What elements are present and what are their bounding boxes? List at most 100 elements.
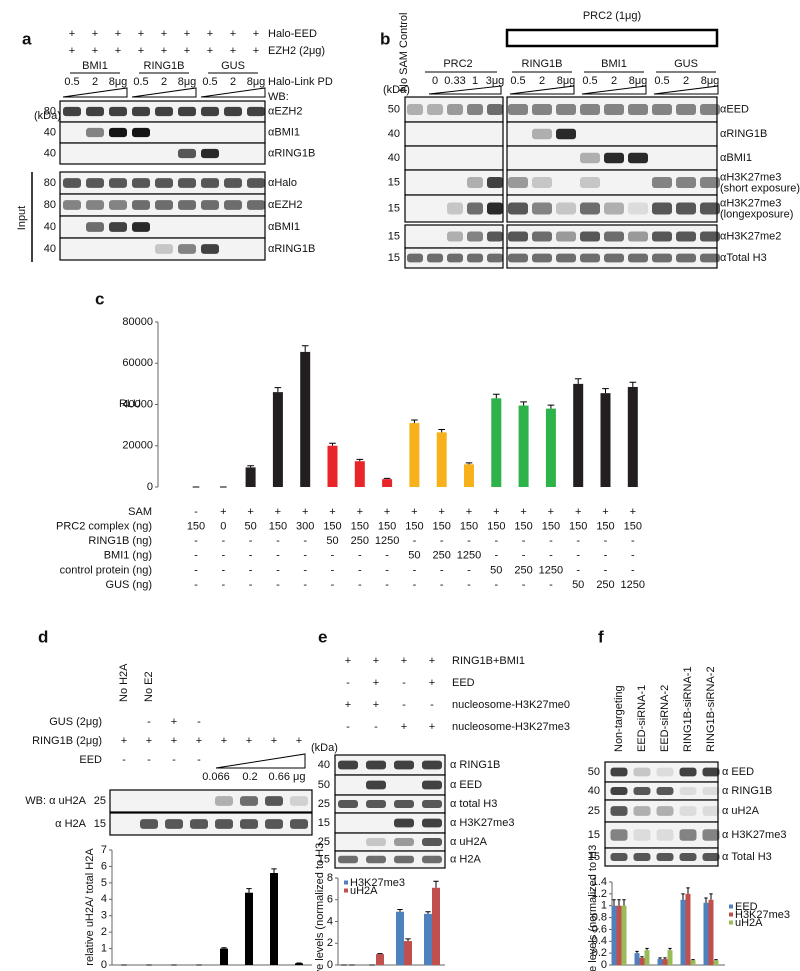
blot-band xyxy=(487,177,503,188)
blot-band xyxy=(610,787,628,795)
condition-label: control protein (ng) xyxy=(60,564,152,576)
blot-band xyxy=(215,819,233,829)
treatment-mark: + xyxy=(69,28,75,40)
treatment-mark: + xyxy=(253,28,259,40)
blot-band xyxy=(656,829,674,841)
condition-cell: - xyxy=(358,564,362,576)
condition-cell: - xyxy=(303,579,307,591)
bar xyxy=(491,398,502,487)
error-bar xyxy=(658,957,662,960)
bar xyxy=(518,405,529,487)
condition-cell: + xyxy=(329,506,335,518)
condition-cell: 50 xyxy=(572,579,584,591)
dose-label: 0.5 xyxy=(133,76,148,88)
condition-cell: - xyxy=(440,535,444,547)
blot-band xyxy=(610,829,628,841)
bar xyxy=(432,887,440,965)
treatment-mark: - xyxy=(374,721,378,733)
dose-label: 0.5 xyxy=(654,75,669,87)
blot-band xyxy=(394,760,414,770)
y-tick-label: 0 xyxy=(601,959,607,971)
condition-cell: 150 xyxy=(624,521,642,533)
blot-strip xyxy=(59,142,266,165)
blot-band xyxy=(165,819,183,829)
blot-band xyxy=(109,200,127,210)
kda-label: (kDa) xyxy=(34,110,61,122)
blot-band xyxy=(247,106,265,117)
error-bar xyxy=(704,897,708,903)
dose-label: 0.5 xyxy=(582,75,597,87)
antibody-label: αRING1B xyxy=(268,243,315,255)
mw-label: 15 xyxy=(388,230,400,242)
blot-band xyxy=(109,222,127,232)
blot-band xyxy=(422,855,442,864)
blot-band xyxy=(366,800,386,808)
blot-band xyxy=(155,178,173,188)
antibody-label: α H2A xyxy=(55,818,86,830)
blot-band xyxy=(580,104,600,115)
blot-band xyxy=(63,178,81,188)
group-label: RING1B xyxy=(522,58,563,70)
control-label: No SAM Control xyxy=(398,13,410,92)
panel-letter: f xyxy=(598,627,604,646)
condition-cell: - xyxy=(303,564,307,576)
blot-band xyxy=(190,819,208,829)
blot-band xyxy=(628,202,648,215)
antibody-label: αEED xyxy=(720,103,749,115)
error-bar xyxy=(617,899,621,906)
group-label: BMI1 xyxy=(601,58,627,70)
blot-band xyxy=(338,760,358,770)
treatment-label: nucleosome-H3K27me0 xyxy=(452,699,570,711)
blot-band xyxy=(679,806,697,816)
dose-wedge xyxy=(581,85,647,95)
treatment-mark: + xyxy=(115,28,121,40)
error-bar xyxy=(465,462,473,465)
blot-band xyxy=(86,127,104,138)
condition-cell: - xyxy=(576,535,580,547)
blot-band xyxy=(679,853,697,861)
blot-band xyxy=(556,128,576,140)
condition-cell: + xyxy=(466,506,472,518)
y-tick-label: 0 xyxy=(101,959,107,971)
treatment-mark: + xyxy=(138,45,144,57)
y-tick-label: 7 xyxy=(101,844,107,856)
error-bar xyxy=(709,893,713,900)
error-bar xyxy=(271,868,277,873)
blot-band xyxy=(652,253,672,263)
y-tick-label: 4 xyxy=(101,893,107,905)
blot-band xyxy=(290,796,308,806)
blot-band xyxy=(240,819,258,829)
condition-cell: + xyxy=(520,506,526,518)
blot-band xyxy=(290,819,308,829)
dose-label: 2 xyxy=(539,75,545,87)
error-bar xyxy=(612,899,616,906)
blot-band xyxy=(532,104,552,115)
antibody-label: α H2A xyxy=(450,853,481,865)
y-tick-label: 0.4 xyxy=(592,935,607,947)
condition-cell: 150 xyxy=(433,521,451,533)
blot-band xyxy=(556,253,576,263)
lane-label: EED-siRNA-2 xyxy=(659,685,671,752)
blot-band xyxy=(407,104,423,115)
kda-label: (kDa) xyxy=(311,742,338,754)
blot-band xyxy=(155,244,173,254)
condition-cell: - xyxy=(576,550,580,562)
bar xyxy=(409,423,420,487)
condition-cell: 50 xyxy=(244,521,256,533)
condition-cell: - xyxy=(358,579,362,591)
mw-label: 15 xyxy=(388,252,400,264)
error-bar xyxy=(602,388,609,394)
condition-cell: 150 xyxy=(269,521,287,533)
treatment-mark: + xyxy=(345,655,351,667)
error-bar xyxy=(691,959,695,961)
condition-cell: 1250 xyxy=(539,564,563,576)
bar xyxy=(667,950,673,965)
blot-strip xyxy=(109,789,313,813)
treatment-mark: + xyxy=(207,28,213,40)
antibody-label: αRING1B xyxy=(268,147,315,159)
dose-wedge xyxy=(200,87,266,98)
mw-label: 25 xyxy=(588,805,600,817)
wb-label: WB: xyxy=(268,91,289,103)
error-bar xyxy=(301,345,309,352)
blot-band xyxy=(628,231,648,242)
